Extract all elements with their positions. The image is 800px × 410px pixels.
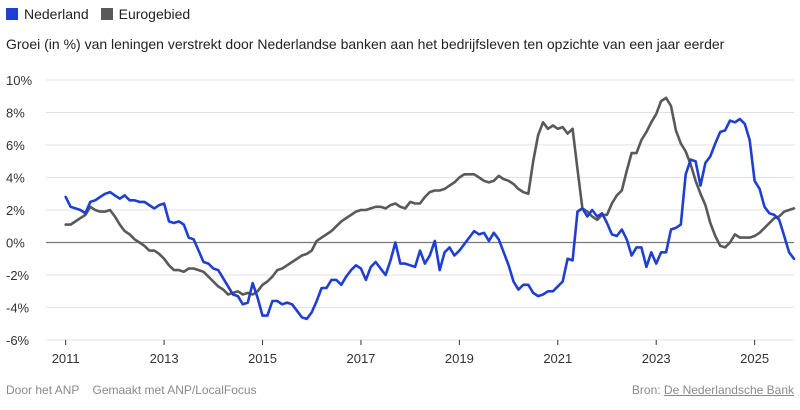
source-label: Bron: [631,383,661,397]
legend-swatch-eurogebied [100,8,113,20]
footer: Door het ANP Gemaakt met ANP/LocalFocus … [6,383,794,397]
legend-item-eurogebied: Eurogebied [100,6,191,22]
x-tick-label: 2021 [543,351,572,366]
series-line-nederland [64,117,796,321]
source-link[interactable]: De Nederlandsche Bank [663,383,794,397]
x-tick-label: 2025 [740,351,769,366]
x-tick-label: 2013 [150,351,179,366]
footer-source: Bron: De Nederlandsche Bank [632,383,794,397]
chart-legend: Nederland Eurogebied [6,6,190,22]
y-tick-label: 4% [6,171,25,186]
x-tick-label: 2019 [445,351,474,366]
legend-label-nederland: Nederland [24,6,89,22]
chart-subtitle: Groei (in %) van leningen verstrekt door… [6,36,725,52]
legend-item-nederland: Nederland [6,6,89,22]
legend-label-eurogebied: Eurogebied [118,6,191,22]
x-tick-label: 2023 [642,351,671,366]
y-tick-label: 10% [6,73,32,88]
y-tick-label: -4% [6,301,30,316]
legend-swatch-nederland [6,8,18,20]
y-tick-label: 8% [6,106,25,121]
footer-credits: Door het ANP Gemaakt met ANP/LocalFocus [6,383,257,397]
y-tick-label: 6% [6,138,25,153]
x-tick-label: 2015 [248,351,277,366]
y-tick-label: -2% [6,268,30,283]
x-tick-label: 2017 [346,351,375,366]
y-tick-label: 0% [6,236,25,251]
y-tick-label: 2% [6,203,25,218]
y-tick-label: -6% [6,333,30,348]
footer-made-by: Gemaakt met ANP/LocalFocus [92,383,257,397]
x-tick-label: 2011 [52,351,80,366]
footer-credit: Door het ANP [6,383,80,397]
series-line-eurogebied [64,96,796,296]
